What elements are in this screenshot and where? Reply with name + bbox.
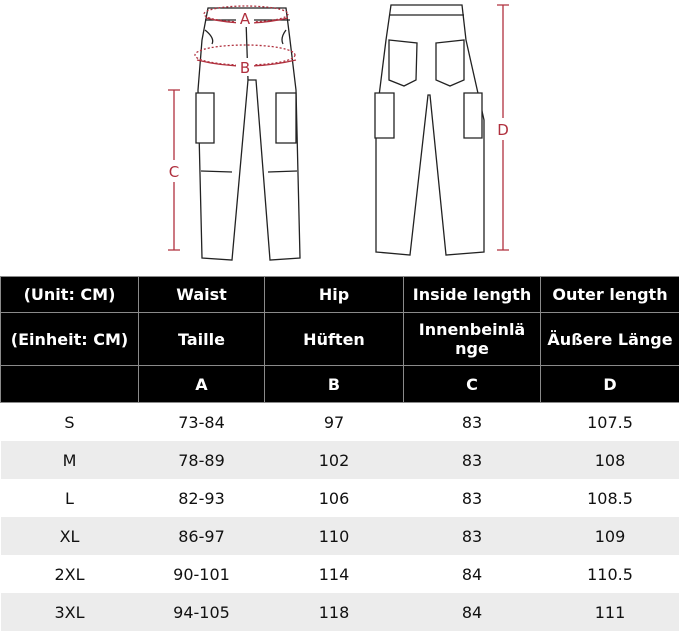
measurement-cell: 108	[540, 441, 679, 479]
measurement-cell: 97	[323, 412, 345, 432]
header-cell: Taille	[138, 312, 265, 366]
measurement-cell: 83	[403, 441, 541, 479]
header-cell: Inside length	[403, 276, 541, 313]
size-label-cell: L	[65, 488, 74, 508]
measurement-cell: 84	[403, 593, 541, 631]
measurement-cell: 83	[403, 517, 541, 555]
back-pants-drawing	[374, 4, 485, 256]
measurement-cell: 73-84	[178, 412, 225, 432]
header-cell: Outer length	[540, 276, 679, 313]
measurement-cell: 90-101	[173, 564, 230, 584]
header-cell	[0, 365, 139, 403]
measurement-cell: 108.5	[587, 488, 633, 508]
size-label-cell: 2XL	[54, 564, 85, 584]
measurement-cell: 83	[461, 412, 483, 432]
measurement-cell: 82-93	[178, 488, 225, 508]
header-cell: Hüften	[264, 312, 404, 366]
label-b: B	[240, 59, 250, 77]
header-cell: (Unit: CM)	[0, 276, 139, 313]
size-label-cell: S	[64, 412, 75, 432]
header-row: (Unit: CM) Waist Hip Inside length Outer len…	[0, 276, 679, 313]
measurement-cell: 94-105	[138, 593, 265, 631]
header-cell: Hip	[264, 276, 404, 313]
label-c: C	[169, 163, 179, 181]
header-cell: B	[264, 365, 404, 403]
measurement-cell: 83	[461, 488, 483, 508]
measurement-cell: 107.5	[587, 412, 633, 432]
measurement-cell: 110.5	[587, 564, 633, 584]
label-a: A	[240, 10, 251, 28]
label-d: D	[497, 121, 509, 139]
measurement-cell: 118	[264, 593, 404, 631]
measurement-cell: 110	[264, 517, 404, 555]
measurement-cell: 109	[540, 517, 679, 555]
header-cell: Äußere Länge	[540, 312, 679, 366]
header-cell: Waist	[138, 276, 265, 313]
measurement-cell: 84	[461, 564, 483, 584]
measurement-cell: 106	[318, 488, 350, 508]
size-row: XL 86-97 110 83 109	[0, 517, 679, 555]
pants-measurement-illustration: A B C D	[164, 4, 513, 261]
size-row: S 73-84 97 83 107.5	[1, 403, 679, 442]
header-cell: (Einheit: CM)	[0, 312, 139, 366]
size-label-cell: M	[0, 441, 139, 479]
measurement-cell: 86-97	[138, 517, 265, 555]
size-row: M 78-89 102 83 108	[0, 441, 679, 479]
measurement-cell: 78-89	[138, 441, 265, 479]
measurement-cell: 111	[540, 593, 679, 631]
size-row: L 82-93 106 83 108.5	[1, 479, 679, 517]
header-cell: C	[403, 365, 541, 403]
measurement-cell: 102	[264, 441, 404, 479]
size-chart-table: (Unit: CM) Waist Hip Inside length Outer len…	[0, 276, 679, 631]
size-label-cell: 3XL	[0, 593, 139, 631]
size-row: 3XL 94-105 118 84 111	[0, 593, 679, 631]
measurement-cell: 114	[318, 564, 350, 584]
size-row: 2XL 90-101 114 84 110.5	[1, 555, 679, 593]
header-cell: Innenbeinlä nge	[403, 312, 541, 366]
front-pants-drawing	[195, 7, 301, 261]
header-cell: A	[138, 365, 265, 403]
header-row: (Einheit: CM) Taille Hüften Innenbeinlä nge…	[0, 312, 679, 366]
size-label-cell: XL	[0, 517, 139, 555]
header-cell: D	[540, 365, 679, 403]
